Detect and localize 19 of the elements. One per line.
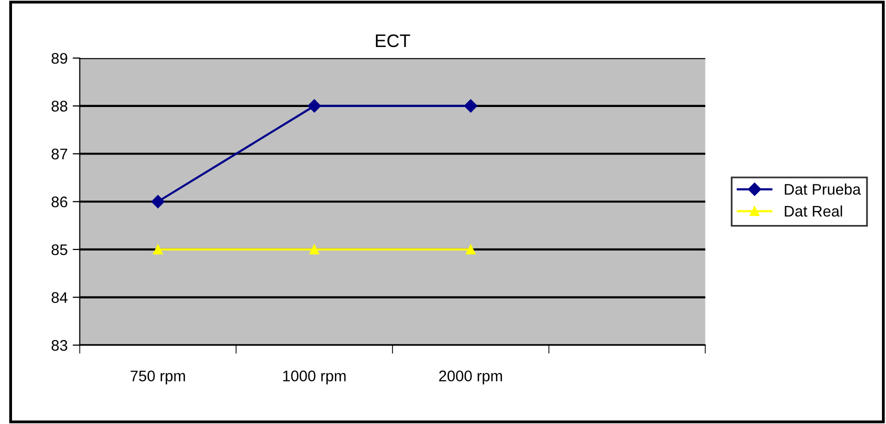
y-tick-label: 89 — [52, 52, 68, 64]
y-tick-label: 88 — [52, 100, 68, 112]
point — [464, 99, 478, 113]
x-tick-label: 2000 rpm — [439, 370, 502, 384]
point — [308, 99, 321, 113]
legend-label: Dat Real — [784, 205, 842, 217]
point — [153, 244, 163, 254]
y-tick-label: 83 — [52, 340, 68, 351]
legend-label: Dat Prueba — [784, 184, 861, 195]
chart-title: ECT — [376, 34, 410, 48]
point — [466, 244, 476, 254]
point — [151, 195, 165, 208]
y-tick-label: 86 — [52, 196, 68, 208]
x-tick-label: 1000 rpm — [283, 370, 346, 384]
y-tick-label: 87 — [52, 148, 68, 160]
y-tick-label: 85 — [52, 244, 68, 256]
x-tick-label: 750 rpm — [130, 370, 185, 384]
point — [309, 244, 320, 254]
y-tick-label: 84 — [52, 292, 68, 303]
